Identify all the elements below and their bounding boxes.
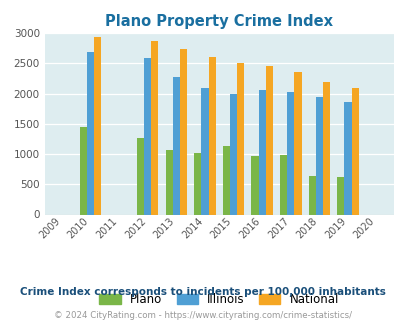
Bar <box>237 63 244 214</box>
Bar <box>87 52 94 214</box>
Title: Plano Property Crime Index: Plano Property Crime Index <box>105 14 333 29</box>
Bar <box>251 156 258 214</box>
Bar <box>258 90 265 214</box>
Bar <box>94 37 101 214</box>
Bar <box>165 150 172 214</box>
Bar <box>222 146 229 214</box>
Bar <box>322 82 329 214</box>
Bar <box>179 49 187 214</box>
Bar <box>337 177 343 215</box>
Legend: Plano, Illinois, National: Plano, Illinois, National <box>96 289 342 310</box>
Bar <box>229 93 237 214</box>
Bar <box>286 92 294 214</box>
Bar <box>194 153 201 215</box>
Bar <box>172 77 179 214</box>
Bar <box>151 41 158 214</box>
Bar <box>136 138 144 214</box>
Bar <box>294 72 301 214</box>
Bar <box>208 57 215 214</box>
Bar <box>265 66 272 214</box>
Bar <box>351 88 358 214</box>
Bar <box>308 176 315 214</box>
Bar <box>343 102 351 214</box>
Bar <box>279 155 286 214</box>
Bar <box>201 88 208 214</box>
Text: Crime Index corresponds to incidents per 100,000 inhabitants: Crime Index corresponds to incidents per… <box>20 287 385 297</box>
Bar <box>79 127 87 214</box>
Bar <box>315 97 322 214</box>
Bar <box>144 58 151 214</box>
Text: © 2024 CityRating.com - https://www.cityrating.com/crime-statistics/: © 2024 CityRating.com - https://www.city… <box>54 311 351 320</box>
